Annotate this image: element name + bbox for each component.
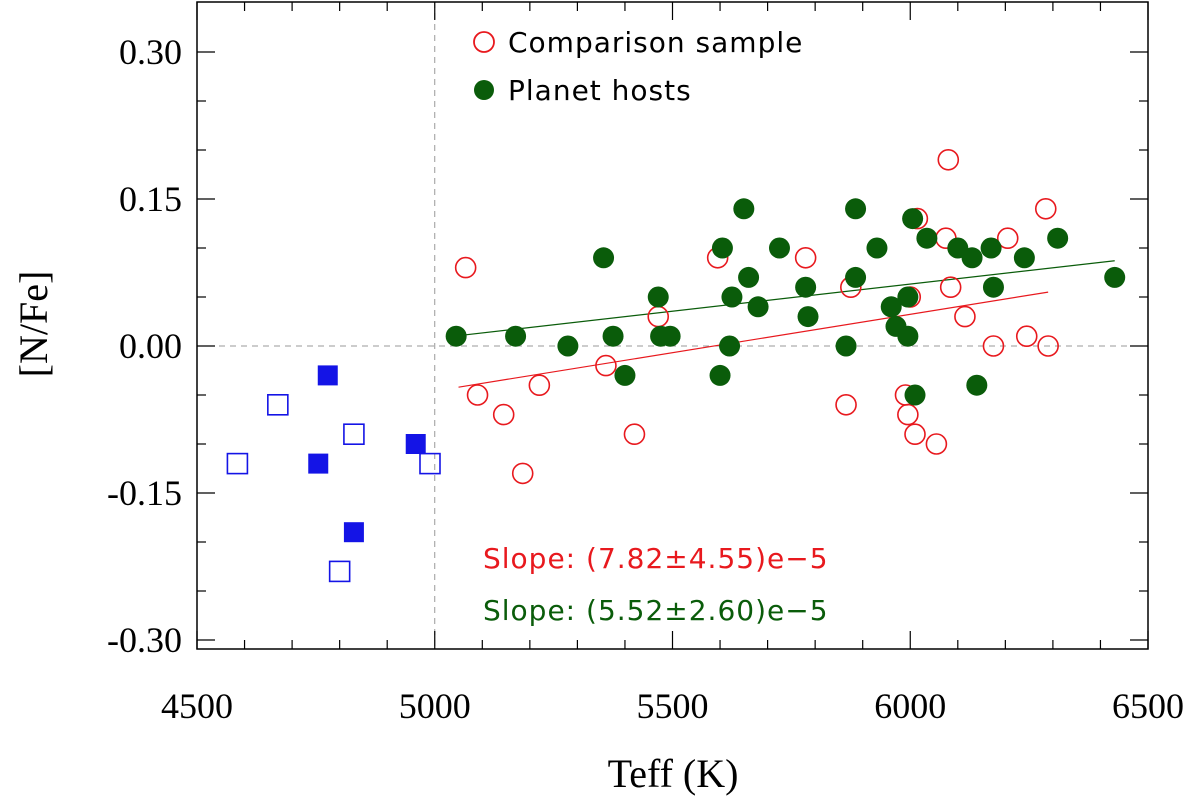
x-axis-title: Teff (K)	[608, 751, 739, 796]
data-point-s3-1	[317, 365, 338, 386]
data-point-s0-21	[954, 305, 976, 328]
legend-label-comparison-sample: Comparison sample	[508, 26, 803, 59]
data-point-s1-32	[966, 374, 988, 396]
data-point-s0-2	[492, 403, 515, 426]
data-point-s1-31	[961, 247, 983, 269]
data-point-s0-6	[623, 423, 646, 446]
data-point-s1-35	[1013, 247, 1035, 269]
data-point-s0-19	[937, 149, 960, 171]
data-point-s1-22	[866, 237, 888, 259]
y-tick-label-4: -0.30	[107, 620, 182, 660]
data-point-s1-13	[733, 198, 755, 220]
data-point-s2-1	[267, 393, 289, 416]
data-point-s1-23	[880, 296, 902, 318]
data-point-s1-9	[709, 364, 731, 386]
data-point-s0-13	[897, 403, 919, 426]
data-point-s2-0	[226, 452, 249, 475]
data-point-s0-5	[595, 354, 617, 377]
data-point-s1-19	[835, 335, 857, 357]
y-tick-label-0: 0.30	[119, 32, 182, 72]
data-point-s0-9	[794, 246, 817, 269]
data-point-s1-12	[721, 286, 743, 308]
legend-marker-comparison-sample	[473, 31, 495, 53]
data-point-s1-6	[647, 286, 669, 308]
data-point-s1-11	[719, 335, 741, 357]
data-point-s3-3	[405, 434, 426, 454]
data-point-s1-18	[797, 306, 819, 328]
data-point-s0-15	[904, 423, 926, 446]
data-point-s1-29	[916, 227, 938, 249]
data-point-s1-16	[768, 237, 790, 259]
y-axis-title: [N/Fe]	[11, 271, 56, 378]
fit-line-0	[458, 291, 1049, 388]
data-point-s0-24	[1015, 325, 1038, 348]
data-point-s1-25	[897, 286, 919, 308]
data-point-s0-0	[454, 256, 477, 279]
axis-ticks: 4500 5000 5500 6000 6500 0.30 0.15 0.00 -0.15 -0.…	[107, 2, 1184, 726]
data-point-s0-10	[835, 393, 857, 416]
data-point-s1-17	[795, 276, 817, 298]
x-tick-label-3: 6000	[874, 686, 946, 726]
slope-annotation-comparison: Slope: (7.82±4.55)e−5	[483, 542, 829, 575]
x-tick-label-0: 4500	[161, 686, 233, 726]
data-point-s2-4	[419, 452, 441, 475]
data-point-s1-27	[902, 208, 924, 230]
data-point-s1-20	[845, 198, 867, 220]
data-points	[226, 149, 1126, 583]
data-point-s1-10	[711, 237, 733, 259]
data-point-s0-23	[996, 227, 1019, 249]
x-tick-label-4: 6500	[1112, 686, 1184, 726]
data-point-s3-2	[343, 522, 364, 543]
data-point-s1-8	[659, 325, 681, 347]
data-point-s1-2	[557, 335, 579, 357]
data-point-s2-3	[343, 423, 365, 446]
y-tick-label-1: 0.15	[119, 179, 182, 219]
data-point-s1-14	[738, 266, 760, 288]
legend-marker-planet-hosts	[474, 80, 494, 100]
data-point-s1-33	[980, 237, 1002, 259]
data-point-s0-22	[982, 335, 1005, 357]
data-point-s1-1	[505, 325, 527, 347]
fit-lines	[453, 260, 1115, 388]
legend-label-planet-hosts: Planet hosts	[508, 74, 692, 107]
data-point-s0-1	[466, 384, 489, 406]
data-point-s1-3	[593, 247, 615, 269]
x-tick-label-2: 5500	[637, 686, 709, 726]
data-point-s1-5	[614, 364, 636, 386]
data-point-s1-37	[1104, 266, 1126, 288]
data-point-s1-36	[1047, 227, 1069, 249]
data-point-s1-15	[747, 296, 769, 318]
data-point-s1-26	[897, 325, 919, 347]
data-point-s0-4	[528, 374, 551, 397]
data-point-s1-34	[982, 276, 1004, 298]
data-point-s1-0	[445, 325, 467, 347]
x-tick-label-1: 5000	[399, 686, 471, 726]
y-tick-label-2: 0.00	[119, 326, 182, 366]
data-point-s0-3	[511, 462, 534, 485]
data-point-s1-21	[845, 266, 867, 288]
data-point-s0-17	[925, 433, 948, 455]
fit-line-1	[453, 260, 1115, 337]
slope-annotation-planet-hosts: Slope: (5.52±2.60)e−5	[483, 594, 829, 627]
y-tick-label-3: -0.15	[107, 473, 182, 513]
data-point-s0-26	[1037, 335, 1059, 357]
data-point-s0-25	[1034, 198, 1057, 220]
data-point-s0-20	[939, 276, 962, 299]
legend: Comparison sample Planet hosts	[473, 26, 803, 107]
data-point-s2-2	[328, 560, 351, 583]
data-point-s1-28	[904, 384, 926, 406]
data-point-s3-0	[308, 453, 329, 474]
data-point-s1-4	[602, 325, 624, 347]
